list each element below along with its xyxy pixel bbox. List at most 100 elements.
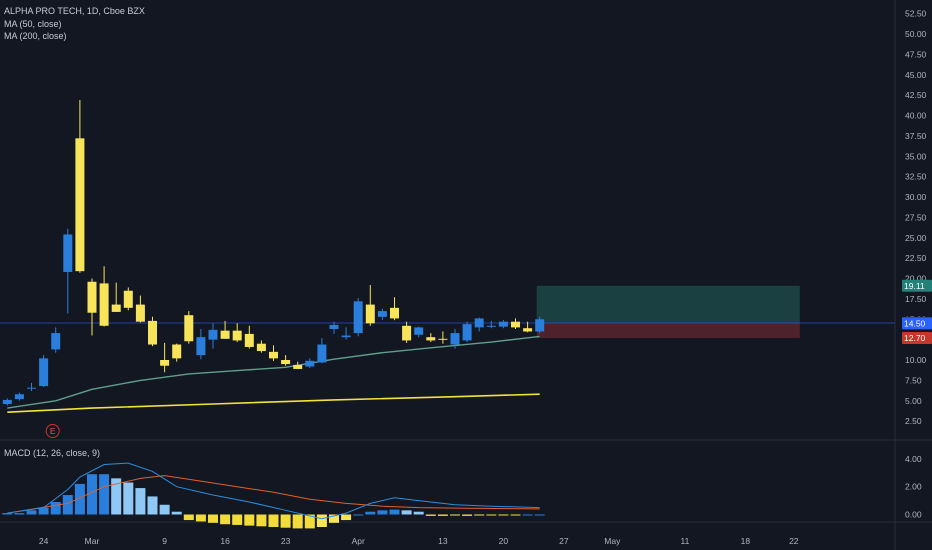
price-badge [902, 317, 932, 330]
candle-body [51, 333, 61, 350]
price-tick-label: 30.00 [905, 192, 927, 202]
candle-body [244, 333, 254, 347]
price-tick-label: 32.50 [905, 172, 927, 182]
macd-histogram-bar [341, 514, 352, 521]
position-stop-zone [536, 322, 800, 338]
macd-histogram-bar [486, 514, 497, 516]
macd-histogram-bar [462, 514, 473, 516]
candle-body [148, 320, 157, 345]
price-tick-label: 50.00 [905, 29, 927, 39]
candle-body [317, 344, 327, 363]
candle-body [269, 351, 278, 359]
macd-histogram-bar [195, 514, 206, 522]
candle-body [99, 283, 109, 326]
candle-body [208, 329, 218, 340]
position-target-zone [536, 285, 800, 323]
candle-body [462, 324, 472, 341]
candle-body [14, 394, 24, 400]
candle-body [196, 337, 206, 356]
candle-body [281, 360, 291, 365]
macd-histogram-bar [62, 495, 73, 515]
macd-histogram-bar [74, 483, 85, 515]
candle-body [39, 358, 49, 387]
macd-histogram-bar [425, 514, 436, 516]
macd-histogram-bar [232, 514, 243, 525]
price-tick-label: 52.50 [905, 9, 927, 19]
price-tick-label: 5.00 [905, 396, 922, 406]
date-tick-label: 11 [680, 536, 689, 546]
price-tick-label: 22.50 [905, 253, 927, 263]
macd-histogram-bar [413, 511, 424, 515]
ma50-line [7, 335, 540, 409]
macd-histogram-bar [135, 488, 146, 515]
price-tick-label: 37.50 [905, 131, 927, 141]
candle-body [353, 301, 363, 334]
macd-histogram-bar [208, 514, 218, 523]
macd-histogram-bar [280, 514, 291, 528]
macd-legend[interactable]: MACD (12, 26, close, 9) [4, 448, 101, 458]
candle-body [535, 319, 545, 332]
macd-line [7, 462, 540, 520]
candle-body [111, 304, 121, 312]
candle-body [341, 335, 351, 338]
price-tick-label: 10.00 [905, 355, 927, 365]
candle-body [220, 330, 230, 339]
price-badge [902, 279, 932, 292]
macd-histogram-bar [220, 514, 231, 525]
candle-body [377, 311, 387, 317]
date-tick-label: Mar [85, 536, 100, 546]
macd-histogram-bar [111, 478, 122, 515]
price-badge-label: 14.50 [904, 318, 926, 328]
date-tick-label: 9 [162, 536, 167, 546]
macd-tick-label: 0.00 [905, 510, 922, 520]
date-tick-label: 20 [499, 536, 509, 546]
candle-body [123, 290, 133, 308]
candle-body [256, 343, 266, 352]
macd-histogram-bar [99, 474, 110, 515]
price-tick-label: 47.50 [905, 49, 927, 59]
macd-histogram-bar [244, 514, 255, 526]
macd-histogram-bar [123, 482, 134, 515]
date-tick-label: 13 [438, 536, 448, 546]
macd-histogram-bar [534, 514, 545, 516]
date-tick-label: May [604, 536, 621, 546]
date-tick-label: 22 [789, 536, 799, 546]
candle-body [232, 330, 242, 341]
macd-signal-line [7, 475, 540, 514]
candle-body [135, 304, 145, 322]
symbol-title[interactable]: ALPHA PRO TECH, 1D, Cboe BZX [4, 6, 145, 16]
candle-body [75, 138, 85, 272]
macd-histogram-bar [365, 511, 376, 515]
macd-tick-label: 2.00 [905, 482, 922, 492]
macd-histogram-bar [256, 514, 267, 527]
price-tick-label: 27.50 [905, 212, 927, 222]
macd-histogram-bar [316, 514, 327, 528]
candle-body [450, 333, 460, 345]
price-tick-label: 7.50 [905, 375, 922, 385]
price-tick-label: 45.00 [905, 70, 927, 80]
candle-body [172, 344, 182, 359]
macd-histogram-bar [329, 514, 339, 523]
price-badge-label: 19.11 [904, 281, 925, 291]
date-tick-label: 24 [39, 536, 49, 546]
price-badge-label: 12.70 [904, 333, 926, 343]
ma50-legend[interactable]: MA (50, close) [4, 19, 62, 29]
macd-histogram-bar [377, 510, 388, 515]
macd-histogram-bar [304, 514, 315, 529]
price-tick-label: 20.00 [905, 274, 927, 284]
candle-body [63, 234, 73, 272]
macd-histogram-bar [87, 474, 97, 515]
price-tick-label: 40.00 [905, 111, 927, 121]
candle-body [390, 307, 399, 319]
macd-histogram-bar [450, 514, 460, 516]
price-badge [902, 331, 932, 344]
macd-histogram-bar [353, 514, 364, 516]
candle-body [486, 325, 496, 327]
ma200-legend[interactable]: MA (200, close) [4, 31, 67, 41]
candle-body [414, 327, 424, 335]
price-tick-label: 17.50 [905, 294, 927, 304]
macd-histogram-bar [26, 510, 37, 515]
macd-histogram-bar [474, 514, 485, 516]
candle-body [329, 324, 339, 330]
